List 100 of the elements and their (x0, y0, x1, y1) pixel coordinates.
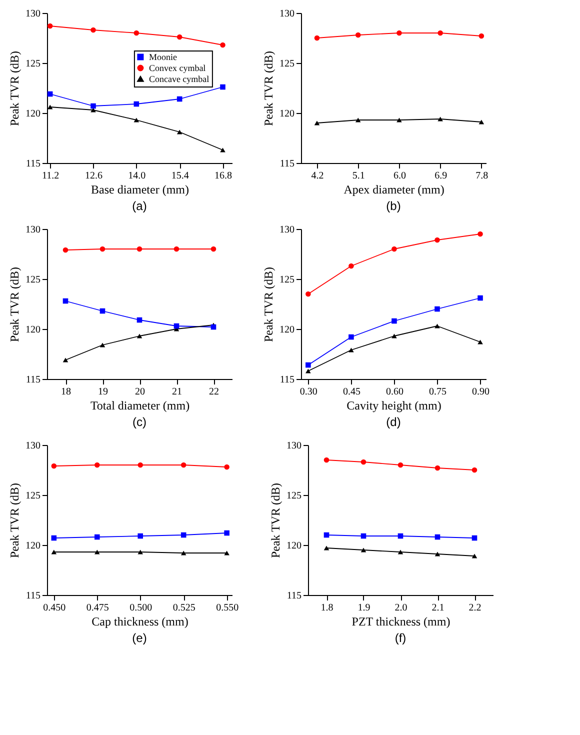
y-tick-label: 130 (280, 8, 294, 20)
y-axis-title: Peak TVR (dB) (8, 266, 22, 342)
legend-label: Concave cymbal (148, 74, 210, 84)
point (176, 34, 182, 40)
point (100, 246, 106, 252)
x-axis-title: Cap thickness (mm) (92, 614, 188, 628)
point (94, 534, 100, 540)
y-tick-label: 120 (26, 324, 40, 336)
y-tick-label: 125 (26, 58, 40, 70)
point (100, 342, 106, 348)
y-axis-title: Peak TVR (dB) (8, 482, 22, 558)
x-axis-title: PZT thickness (mm) (352, 614, 450, 628)
point (438, 116, 443, 122)
y-tick-label: 130 (26, 8, 40, 20)
point (478, 33, 484, 39)
y-axis-title: Peak TVR (dB) (262, 266, 276, 342)
x-axis-title: Total diameter (mm) (90, 398, 190, 412)
point (47, 23, 53, 29)
point (324, 546, 330, 550)
point (224, 530, 230, 536)
x-tick-label: 0.475 (86, 602, 109, 614)
x-tick-label: 6.9 (434, 170, 448, 182)
y-tick-label: 115 (26, 590, 40, 602)
point (355, 32, 361, 38)
x-tick-label: 21 (172, 386, 182, 398)
y-tick-label: 125 (280, 58, 294, 70)
point (478, 295, 483, 301)
point (398, 550, 404, 554)
x-tick-label: 11.2 (42, 170, 60, 182)
point (138, 533, 144, 539)
point (348, 263, 354, 269)
point (224, 464, 230, 470)
y-tick-label: 115 (26, 374, 40, 386)
x-tick-label: 4.2 (311, 170, 324, 182)
x-tick-label: 2.0 (394, 602, 408, 614)
x-tick-label: 15.4 (171, 170, 189, 182)
point (176, 130, 182, 134)
x-tick-label: 0.90 (472, 386, 490, 398)
text: (e) (132, 631, 147, 645)
x-tick-label: 6.0 (393, 170, 406, 182)
x-axis-title: Apex diameter (mm) (344, 182, 444, 196)
x-tick-label: 2.1 (432, 602, 444, 614)
point (434, 552, 440, 556)
x-tick-label: 0.30 (300, 386, 318, 398)
x-tick-label: 18 (61, 386, 71, 398)
text: (f) (394, 631, 406, 645)
point (94, 550, 100, 554)
y-tick-label: 120 (26, 108, 40, 120)
point (355, 118, 361, 122)
y-tick-label: 115 (26, 158, 40, 170)
y-tick-label: 125 (280, 274, 294, 286)
y-axis-title: Peak TVR (dB) (262, 50, 276, 126)
x-tick-label: 0.550 (216, 602, 239, 614)
point (360, 459, 366, 465)
legend-label: Moonie (148, 52, 177, 62)
x-tick-label: 0.60 (386, 386, 404, 398)
x-tick-label: 5.1 (352, 170, 365, 182)
y-tick-label: 115 (286, 590, 302, 602)
x-tick-label: 1.8 (320, 602, 334, 614)
y-tick-label: 130 (286, 440, 302, 452)
point (360, 548, 366, 552)
point (392, 334, 397, 338)
point (94, 462, 100, 468)
text: (d) (386, 415, 401, 429)
y-tick-label: 125 (26, 490, 40, 502)
point (134, 30, 140, 36)
x-tick-label: 12.6 (85, 170, 102, 182)
y-tick-label: 125 (286, 490, 302, 502)
x-tick-label: 0.525 (172, 602, 196, 614)
point (220, 42, 226, 48)
x-tick-label: 0.75 (428, 386, 446, 398)
point (478, 231, 483, 237)
point (51, 463, 57, 469)
y-tick-label: 120 (26, 540, 40, 552)
y-tick-label: 120 (286, 540, 302, 552)
point (478, 340, 483, 344)
point (210, 246, 216, 252)
y-tick-label: 120 (280, 324, 294, 336)
point (220, 148, 226, 152)
point (180, 550, 186, 556)
point (51, 550, 57, 554)
point (314, 120, 320, 126)
x-tick-label: 0.450 (43, 602, 66, 614)
point (434, 465, 440, 471)
point (348, 348, 354, 352)
x-tick-label: 22 (209, 386, 219, 398)
point (348, 334, 354, 340)
x-tick-label: 16.8 (214, 170, 232, 182)
text: (b) (386, 199, 401, 213)
point (398, 462, 404, 468)
point (180, 462, 186, 468)
point (438, 30, 443, 36)
x-tick-label: 0.45 (342, 386, 360, 398)
point (314, 35, 320, 41)
x-tick-label: 1.9 (358, 602, 370, 614)
x-axis-title: Cavity height (mm) (346, 398, 442, 412)
point (478, 120, 484, 124)
point (62, 358, 68, 362)
point (220, 84, 226, 90)
y-tick-label: 130 (26, 224, 40, 236)
